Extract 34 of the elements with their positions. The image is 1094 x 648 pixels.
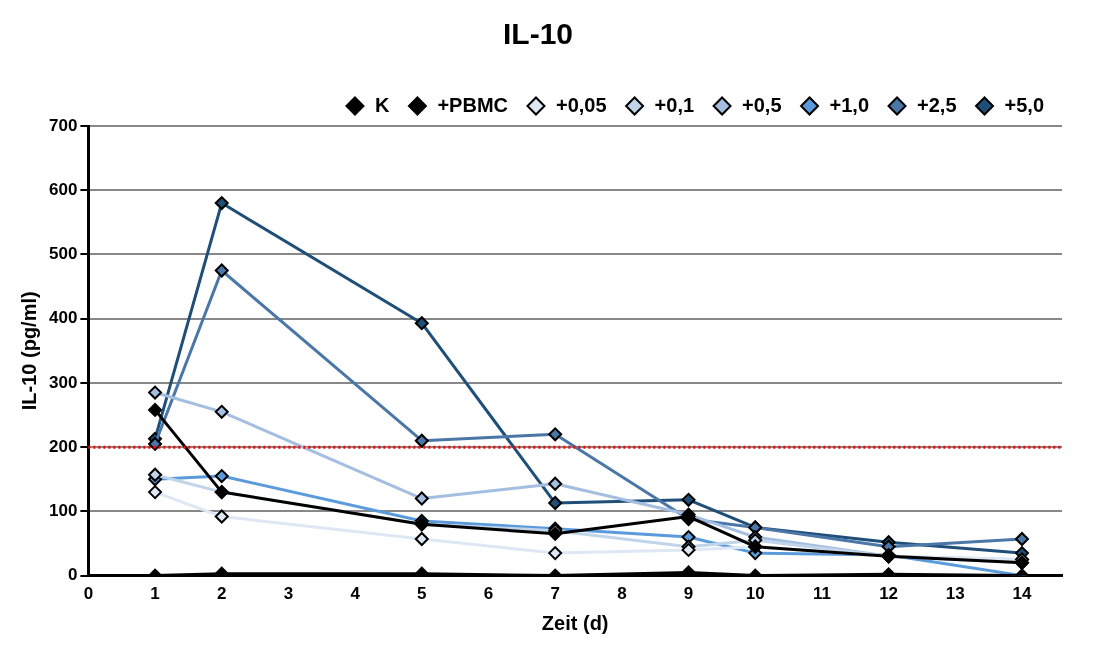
x-tick-label: 1 xyxy=(150,584,160,604)
x-tick-label: 8 xyxy=(617,584,627,604)
x-tick-label: 4 xyxy=(350,584,361,604)
chart-title: IL-10 xyxy=(502,17,574,51)
legend-label: +0,05 xyxy=(555,93,607,116)
x-tick-label: 0 xyxy=(83,584,94,604)
y-tick-label: 300 xyxy=(48,372,78,392)
legend-label: +PBMC xyxy=(437,93,508,116)
y-axis-title: IL-10 (pg/ml) xyxy=(17,291,40,411)
x-tick-label: 13 xyxy=(945,584,965,604)
y-tick-label: 400 xyxy=(48,308,78,328)
y-tick-label: 100 xyxy=(48,501,78,521)
x-tick-label: 14 xyxy=(1012,584,1032,604)
x-tick-label: 9 xyxy=(683,584,694,604)
legend-label: +0,5 xyxy=(742,93,782,116)
x-tick-label: 7 xyxy=(550,584,560,604)
x-tick-label: 10 xyxy=(745,584,765,604)
x-tick-label: 12 xyxy=(879,584,899,604)
x-axis-title: Zeit (d) xyxy=(541,611,609,634)
y-tick-label: 500 xyxy=(48,244,78,264)
x-tick-label: 6 xyxy=(483,584,494,604)
y-tick-label: 700 xyxy=(48,115,78,135)
x-tick-label: 5 xyxy=(417,584,427,604)
x-tick-label: 3 xyxy=(283,584,294,604)
legend-label: +2,5 xyxy=(917,93,957,116)
y-tick-label: 200 xyxy=(48,436,78,456)
legend-label: +1,0 xyxy=(829,93,870,116)
legend-label: K xyxy=(374,93,390,116)
y-tick-label: 600 xyxy=(48,179,78,199)
x-tick-label: 11 xyxy=(812,584,831,604)
legend-label: +5,0 xyxy=(1004,93,1044,116)
x-tick-label: 2 xyxy=(217,584,227,604)
y-tick-label: 0 xyxy=(67,565,78,585)
legend-label: +0,1 xyxy=(654,93,695,116)
